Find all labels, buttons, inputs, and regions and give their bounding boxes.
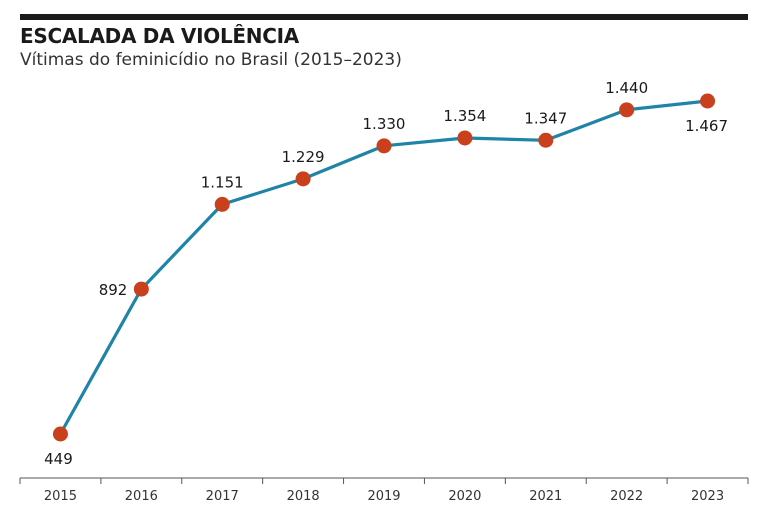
data-label-2021: 1.347 [524, 109, 567, 127]
data-label-2023: 1.467 [685, 117, 728, 135]
data-label-2019: 1.330 [363, 115, 406, 133]
data-label-2018: 1.229 [282, 148, 325, 166]
x-axis-ticks [19, 478, 749, 484]
x-tick-label-2021: 2021 [529, 489, 562, 504]
data-label-2015: 449 [44, 450, 73, 468]
chart-title: ESCALADA DA VIOLÊNCIA [20, 24, 299, 48]
data-points [52, 93, 716, 442]
data-label-2017: 1.151 [201, 173, 244, 191]
x-tick-label-2020: 2020 [448, 489, 481, 504]
chart-subtitle: Vítimas do feminicídio no Brasil (2015–2… [20, 50, 402, 70]
data-point-2019 [376, 138, 392, 154]
data-point-2015 [52, 426, 68, 442]
data-labels: 449 892 1.151 1.229 1.330 1.354 1.347 1.440 1.46… [44, 79, 728, 468]
x-axis-tick-labels: 2015 2016 2017 2018 2019 2020 2021 2022 2023 [44, 489, 724, 504]
data-point-2021 [538, 132, 554, 148]
data-label-2016: 892 [99, 281, 128, 299]
x-tick-label-2018: 2018 [287, 489, 320, 504]
x-tick-label-2022: 2022 [610, 489, 643, 504]
data-point-2017 [214, 196, 230, 212]
x-tick-label-2017: 2017 [206, 489, 239, 504]
data-point-2016 [133, 281, 149, 297]
data-point-2020 [457, 130, 473, 146]
data-label-2020: 1.354 [443, 107, 486, 125]
data-point-2018 [295, 171, 311, 187]
data-label-2022: 1.440 [605, 79, 648, 97]
x-tick-label-2019: 2019 [367, 489, 400, 504]
x-tick-label-2023: 2023 [691, 489, 724, 504]
data-point-2023 [700, 93, 716, 109]
x-tick-label-2015: 2015 [44, 489, 77, 504]
top-rule [20, 14, 748, 20]
data-point-2022 [619, 102, 635, 118]
x-tick-label-2016: 2016 [125, 489, 158, 504]
